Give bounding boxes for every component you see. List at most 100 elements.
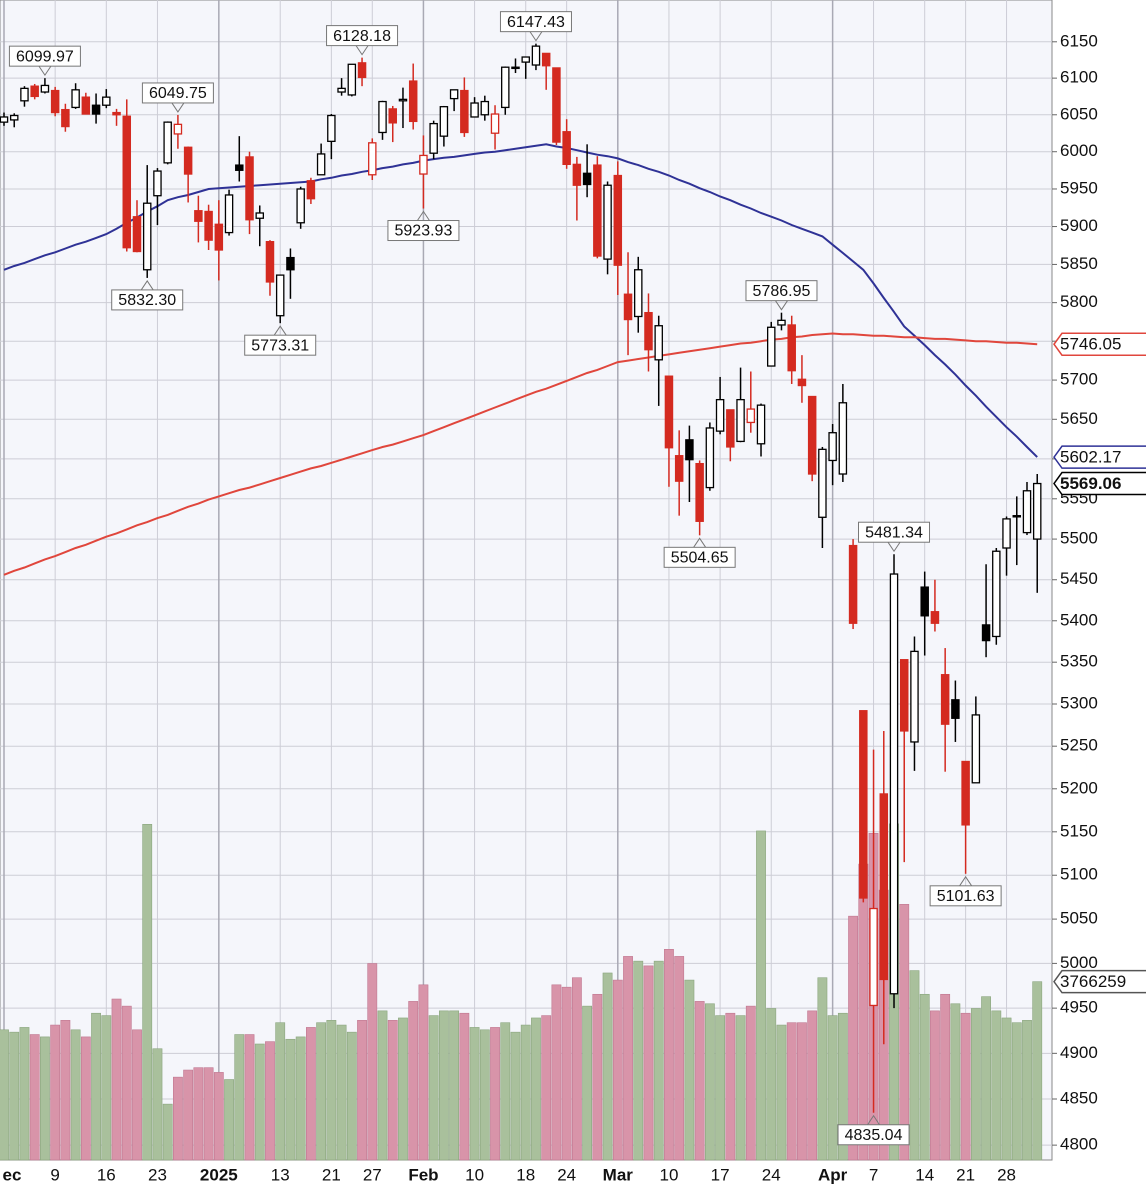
candle-body [705,427,715,489]
volume-bar [776,1024,787,1161]
volume-bar [428,1015,439,1161]
value-flag [1053,471,1146,496]
candle-body [910,650,919,743]
candle-body [664,375,674,449]
volume-bar [1011,1022,1022,1161]
annotation-label: 5101.63 [937,888,995,905]
volume-bar [623,956,633,1161]
volume-bar [950,1003,961,1161]
annotation-label: 6049.75 [149,85,207,102]
candle-body [368,142,377,176]
volume-bar [970,1008,981,1161]
volume-bar [745,1005,756,1161]
candle-body [480,100,490,116]
x-tick-label: 24 [557,1165,576,1184]
volume-bar [50,1024,61,1161]
x-tick-label: 14 [915,1165,934,1184]
x-tick-label: 21 [956,1165,975,1184]
candle-body [685,439,694,461]
volume-bar [305,1027,316,1161]
annotation-label: 6099.97 [16,48,74,65]
value-flag [1053,332,1146,356]
annotation-box [929,885,1002,907]
candle-body [818,448,827,518]
volume-bar [19,1027,30,1161]
candle-body [767,326,776,367]
y-tick-label: 5300 [1060,693,1098,712]
annotation-pointer [417,210,430,221]
volume-bar [377,1010,388,1161]
x-tick-label: 21 [322,1165,341,1184]
y-tick-label: 6050 [1060,104,1098,123]
y-tick-label: 6000 [1060,141,1098,160]
volume-bar [704,1003,715,1161]
candle-body [153,170,162,197]
x-tick-label: 24 [762,1165,781,1184]
y-tick-label: 6150 [1060,31,1098,50]
candle-body [992,550,1001,638]
y-tick-label: 5200 [1060,778,1098,797]
candle-body [245,156,254,221]
volume-bar [1001,1017,1012,1161]
annotation-pointer [273,325,287,336]
annotation-pointer [171,102,185,113]
candle-body [541,52,551,67]
candle-body [879,793,889,981]
volume-bar [142,824,153,1161]
y-tick-label: 5250 [1060,736,1098,755]
annotation-box [745,280,818,302]
candle-body [859,710,868,899]
x-tick-label: 2025 [200,1165,238,1184]
y-tick-label: 5650 [1060,409,1098,428]
y-tick-label: 5850 [1060,254,1098,273]
candle-body [296,188,305,224]
candle-body [511,66,520,70]
annotation-pointer [775,300,788,311]
volume-bar [797,1022,807,1161]
annotation-label: 6128.18 [333,28,391,45]
volume-bar [715,1015,725,1161]
y-tick-label: 5950 [1060,178,1098,197]
volume-bar [541,1015,552,1161]
candle-body [501,66,510,109]
candle-layer [0,43,1042,1113]
candle-body [30,85,39,98]
candle-body [357,62,367,79]
volume-bar [674,956,685,1161]
annotation-pointer [38,65,52,77]
candle-body [255,212,264,219]
volume-bar [643,965,654,1161]
candle-body [378,100,387,134]
volume-bar [398,1017,408,1161]
x-tick-label: 7 [869,1165,878,1184]
candle-body [337,87,346,93]
x-tick-label: Mar [603,1165,634,1184]
volume-bar [786,1022,797,1161]
annotation-box [244,334,317,356]
volume-bar [817,977,828,1161]
candle-body [695,462,704,522]
volume-bar [316,1022,327,1161]
y-tick-label: 5700 [1060,370,1098,389]
candle-body [173,123,183,135]
moving-average-layer [3,143,1038,576]
volume-bar [919,993,930,1161]
annotation-label: 5773.31 [251,337,309,354]
volume-bar [837,1012,848,1161]
candle-body [1002,518,1011,549]
volume-bar [387,1020,398,1161]
candle-body [0,116,9,123]
volume-bar [500,1022,511,1161]
candle-body [654,325,663,361]
candle-body [623,293,633,321]
annotation-pointer [959,875,973,887]
candle-body [1032,482,1042,540]
candle-body [869,907,878,1007]
y-tick-label: 6100 [1060,68,1098,87]
volume-bar [285,1038,296,1161]
x-tick-label: 16 [97,1165,116,1184]
candle-body [490,113,500,134]
candle-body [347,63,357,96]
volume-bar [438,1010,449,1161]
